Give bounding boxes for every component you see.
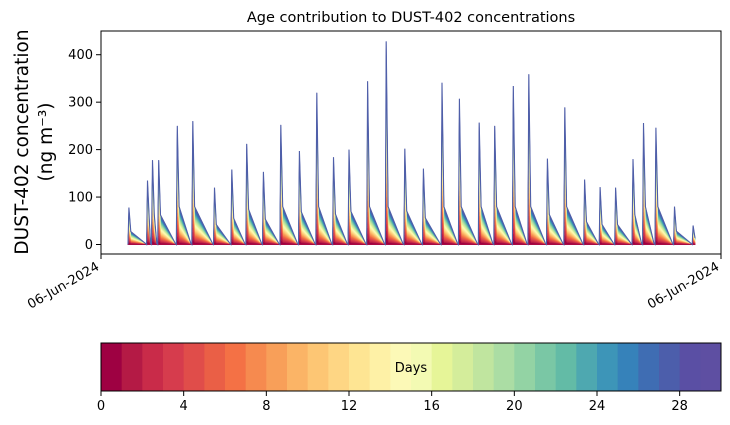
colorbar-tick-label: 28 [671,399,688,414]
colorbar-label: Days [395,361,428,376]
y-tick-label: 200 [68,143,93,158]
age-layer-day-28 [127,48,696,246]
colorbar-segment [535,343,557,391]
colorbar-segment [245,343,267,391]
data-layer [127,41,696,246]
main-chart: Age contribution to DUST-402 concentrati… [12,10,722,312]
colorbar-segment [307,343,329,391]
colorbar-tick-label: 24 [589,399,606,414]
colorbar-segment [679,343,701,391]
colorbar-segment [142,343,164,391]
total-envelope-line [127,41,696,246]
age-layer-day-27 [127,54,696,246]
colorbar-segment [659,343,681,391]
colorbar-segment [514,343,536,391]
colorbar-segment [390,343,412,391]
colorbar-segment [431,343,453,391]
colorbar-segment [287,343,309,391]
colorbar-segment [101,343,123,391]
y-axis: 0 100 200 300 400 [68,48,101,253]
colorbar-segment [555,343,577,391]
colorbar-segment [411,343,433,391]
age-layer-day-25 [127,68,696,246]
plot-frame [100,30,722,255]
colorbar-segment [597,343,619,391]
colorbar-segment [617,343,639,391]
y-tick-label: 400 [68,48,93,63]
colorbar-tick-label: 20 [506,399,523,414]
colorbar-ticks: 0 4 8 12 16 20 24 28 [97,391,688,414]
age-layer-day-26 [127,61,696,246]
x-tick-label-end: 06-Jun-2024 [645,259,722,312]
y-tick-label: 100 [68,191,93,206]
colorbar-tick-label: 4 [180,399,188,414]
colorbar-segment [473,343,495,391]
colorbar-tick-label: 8 [262,399,270,414]
y-axis-label-line1: DUST-402 concentration [12,29,33,254]
y-tick-label: 300 [68,96,93,111]
colorbar-segments [101,343,722,391]
colorbar-segment [576,343,598,391]
y-axis-label-line2: (ng m⁻³) [36,103,57,182]
colorbar-segment [121,343,143,391]
colorbar-segment [349,343,371,391]
colorbar-segment [183,343,205,391]
x-tick-label-start: 06-Jun-2024 [25,259,102,312]
age-layer-day-29 [127,41,696,246]
colorbar-segment [638,343,660,391]
age-layer-day-23 [127,82,696,246]
age-layer-day-24 [127,75,696,246]
colorbar-segment [266,343,288,391]
colorbar: Days 0 4 8 12 16 20 24 28 [97,342,722,414]
x-axis: 06-Jun-2024 06-Jun-2024 [25,254,722,312]
colorbar-segment [328,343,350,391]
colorbar-segment [204,343,226,391]
colorbar-segment [493,343,515,391]
y-tick-label: 0 [85,238,93,253]
colorbar-segment [225,343,247,391]
colorbar-tick-label: 0 [97,399,105,414]
colorbar-frame [100,342,722,392]
chart-title: Age contribution to DUST-402 concentrati… [247,10,575,26]
colorbar-segment [700,343,722,391]
colorbar-tick-label: 12 [341,399,358,414]
colorbar-tick-label: 16 [423,399,440,414]
colorbar-segment [452,343,474,391]
colorbar-segment [369,343,391,391]
colorbar-segment [163,343,185,391]
